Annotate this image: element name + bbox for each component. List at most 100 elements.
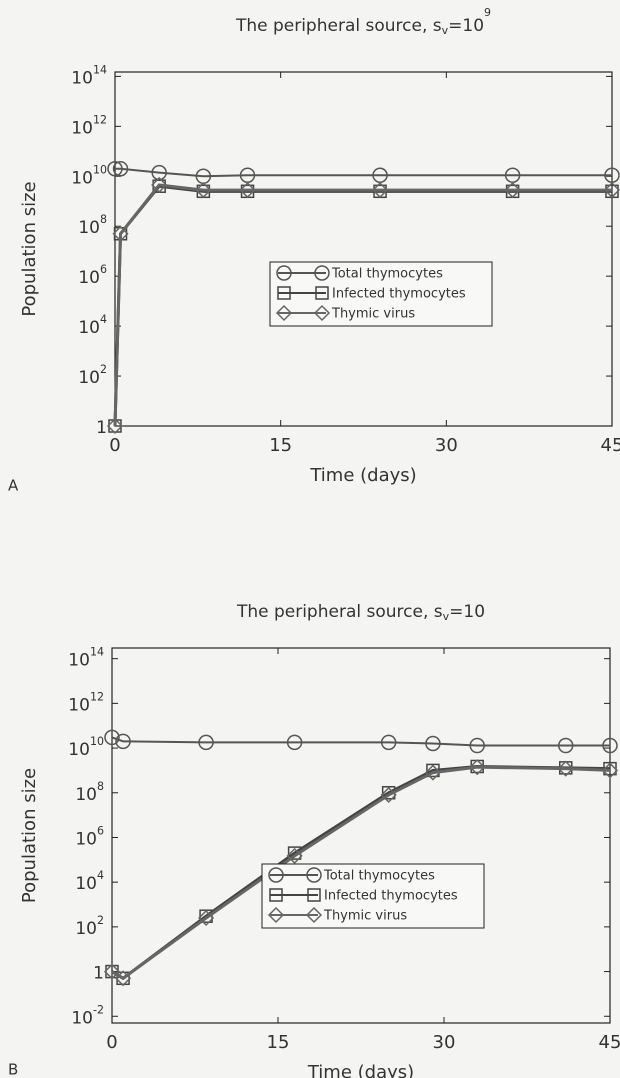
- tick-base: 10: [75, 919, 97, 939]
- tick-label: 15: [267, 1032, 290, 1053]
- series-line: [111, 765, 611, 981]
- tick-base: 10: [68, 651, 90, 671]
- marker: [557, 737, 574, 754]
- legend: Total thymocytes Infected thymocytes Thymi…: [261, 863, 485, 929]
- tick-base: 10: [78, 218, 100, 238]
- title-part: =10: [448, 16, 484, 36]
- marker: [380, 734, 397, 751]
- title-part: =10: [449, 602, 485, 622]
- marker: [103, 963, 121, 980]
- series-line: [115, 167, 612, 178]
- tick-label: 1: [93, 964, 104, 984]
- marker: [112, 161, 129, 177]
- tick-base: 10: [71, 1008, 93, 1028]
- tick-exponent: 14: [90, 646, 104, 659]
- marker: [267, 906, 285, 924]
- tick-base: 10: [71, 68, 93, 88]
- series-line: [113, 183, 612, 427]
- tick-label: 30: [433, 1032, 456, 1053]
- tick-label: 1010: [68, 735, 104, 760]
- title-part: v: [442, 24, 449, 37]
- marker: [469, 737, 485, 754]
- legend-label: Total thymocytes: [323, 869, 435, 884]
- tick-label: 1010: [71, 163, 107, 188]
- marker: [315, 286, 329, 300]
- tick-exponent: 2: [97, 914, 104, 927]
- title-part: 9: [484, 6, 491, 19]
- marker: [104, 729, 120, 746]
- legend-label: Thymic virus: [331, 307, 415, 322]
- marker: [151, 176, 168, 194]
- legend: Total thymocytes Infected thymocytes Thymi…: [269, 261, 493, 327]
- marker: [115, 970, 132, 987]
- tick-base: 10: [78, 318, 100, 338]
- tick-exponent: 4: [100, 313, 107, 326]
- marker: [198, 909, 215, 927]
- plot-frame: [111, 647, 611, 1024]
- title-part: The peripheral source, s: [236, 602, 443, 622]
- legend-label: Thymic virus: [323, 909, 407, 924]
- marker: [380, 786, 397, 803]
- marker: [307, 888, 321, 902]
- tick-label: 45: [601, 435, 620, 456]
- legend-label: Total thymocytes: [331, 267, 443, 282]
- tick-exponent: -2: [93, 1003, 104, 1016]
- tick-base: 10: [75, 829, 97, 849]
- marker: [239, 182, 256, 199]
- marker: [372, 182, 389, 199]
- marker: [602, 737, 618, 754]
- marker: [106, 417, 124, 435]
- plot-frame: [114, 71, 613, 427]
- tick-base: 10: [68, 695, 90, 715]
- tick-exponent: 12: [90, 690, 104, 703]
- marker: [601, 762, 619, 779]
- chart-title: The peripheral source, sv=109: [235, 6, 491, 37]
- x-axis-label: Time (days): [307, 1062, 414, 1078]
- tick-exponent: 12: [93, 113, 107, 126]
- chart-title: The peripheral source, sv=10: [236, 602, 485, 623]
- tick-label: 102: [78, 363, 107, 388]
- marker: [504, 182, 521, 199]
- tick-label: 106: [78, 263, 107, 288]
- legend-label: Infected thymocytes: [332, 287, 466, 302]
- marker: [112, 225, 129, 242]
- tick-label: 102: [75, 914, 104, 939]
- tick-exponent: 4: [97, 869, 104, 882]
- title-part: v: [443, 610, 450, 623]
- tick-base: 10: [71, 118, 93, 138]
- marker: [268, 867, 284, 883]
- marker: [469, 759, 486, 776]
- marker: [107, 161, 123, 177]
- tick-label: 1014: [68, 646, 104, 671]
- tick-exponent: 8: [100, 213, 107, 226]
- tick-label: 15: [269, 435, 292, 456]
- tick-exponent: 8: [97, 780, 104, 793]
- legend-label: Infected thymocytes: [324, 889, 458, 904]
- tick-label: 104: [78, 313, 107, 338]
- panel-label: A: [8, 477, 19, 495]
- marker: [306, 867, 322, 883]
- tick-exponent: 2: [100, 363, 107, 376]
- tick-label: 106: [75, 824, 104, 849]
- marker: [269, 888, 283, 902]
- tick-label: 1012: [71, 113, 107, 138]
- marker: [425, 735, 441, 752]
- marker: [198, 734, 214, 751]
- y-axis-label: Population size: [19, 768, 40, 903]
- marker: [277, 286, 291, 300]
- tick-label: 0: [106, 1032, 117, 1053]
- tick-label: 104: [75, 869, 104, 894]
- tick-base: 10: [68, 740, 90, 760]
- tick-label: 45: [599, 1032, 620, 1053]
- chart: The peripheral source, sv=100 15 30 4510-21…: [8, 602, 620, 1078]
- tick-label: 1012: [68, 690, 104, 715]
- tick-label: 108: [75, 780, 104, 805]
- marker: [115, 733, 131, 750]
- tick-exponent: 6: [97, 824, 104, 837]
- tick-label: 108: [78, 213, 107, 238]
- tick-base: 10: [71, 168, 93, 188]
- tick-base: 10: [75, 785, 97, 805]
